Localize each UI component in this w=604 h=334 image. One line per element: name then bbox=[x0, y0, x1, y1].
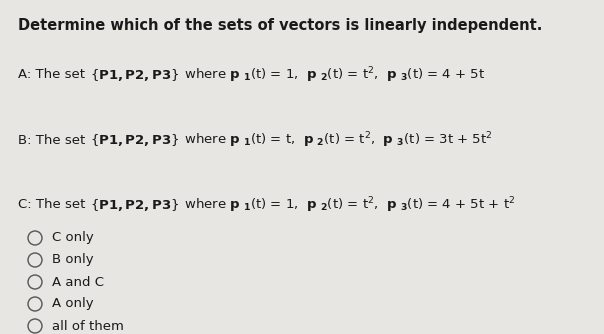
Text: $\{$$\mathbf{P1, P2, P3}$$\}$: $\{$$\mathbf{P1, P2, P3}$$\}$ bbox=[90, 197, 179, 213]
Text: A: The set: A: The set bbox=[18, 68, 89, 81]
Text: C: The set: C: The set bbox=[18, 198, 89, 211]
Text: where $\mathbf{p}\ _\mathbf{1}$(t) = 1,  $\mathbf{p}\ _\mathbf{2}$(t) = t$^2$,  : where $\mathbf{p}\ _\mathbf{1}$(t) = 1, … bbox=[180, 65, 486, 85]
Text: $\{$$\mathbf{P1, P2, P3}$$\}$: $\{$$\mathbf{P1, P2, P3}$$\}$ bbox=[90, 132, 179, 148]
Text: where $\mathbf{p}\ _\mathbf{1}$(t) = t,  $\mathbf{p}\ _\mathbf{2}$(t) = t$^2$,  : where $\mathbf{p}\ _\mathbf{1}$(t) = t, … bbox=[180, 130, 493, 150]
Text: A only: A only bbox=[52, 298, 94, 311]
Text: B only: B only bbox=[52, 254, 94, 267]
Text: C only: C only bbox=[52, 231, 94, 244]
Text: $\{$$\mathbf{P1, P2, P3}$$\}$: $\{$$\mathbf{P1, P2, P3}$$\}$ bbox=[90, 67, 179, 83]
Text: A and C: A and C bbox=[52, 276, 104, 289]
Text: B: The set: B: The set bbox=[18, 134, 89, 147]
Text: all of them: all of them bbox=[52, 320, 124, 333]
Text: Determine which of the sets of vectors is linearly independent.: Determine which of the sets of vectors i… bbox=[18, 18, 542, 33]
Text: where $\mathbf{p}\ _\mathbf{1}$(t) = 1,  $\mathbf{p}\ _\mathbf{2}$(t) = t$^2$,  : where $\mathbf{p}\ _\mathbf{1}$(t) = 1, … bbox=[180, 195, 515, 215]
